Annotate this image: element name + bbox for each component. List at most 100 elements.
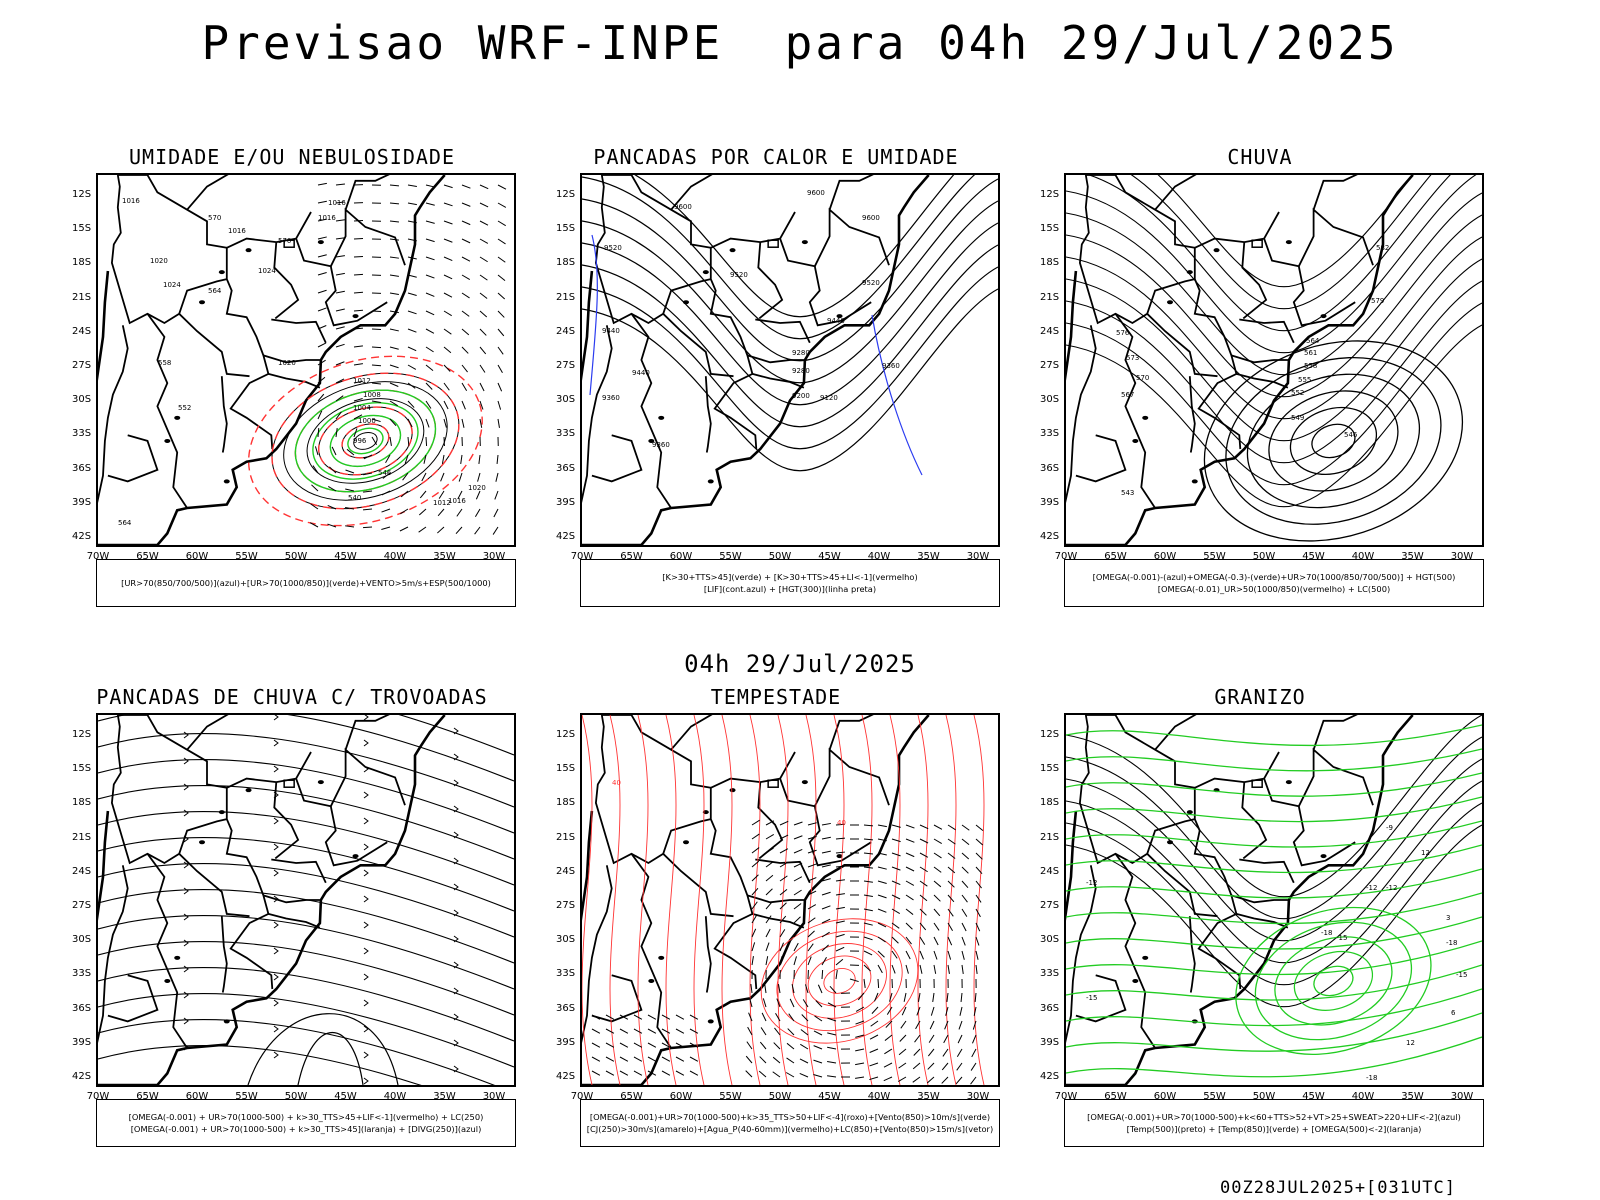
contour-label: 558	[158, 359, 171, 367]
wind-vector	[371, 382, 381, 385]
border-line	[98, 865, 129, 1044]
legend-box: [OMEGA(-0.001) + UR>70(1000-500) + k>30_…	[96, 1099, 516, 1147]
wind-vector	[619, 1014, 629, 1020]
wind-vector	[821, 891, 831, 896]
wind-vector	[779, 875, 788, 882]
wind-vector	[363, 472, 373, 476]
lat-tick-label: 30S	[1040, 394, 1060, 406]
wind-vector	[947, 852, 956, 859]
wind-vector	[829, 985, 837, 994]
wind-vector	[961, 894, 968, 903]
legend-box: [K>30+TTS>45](verde) + [K>30+TTS>45+LI<-…	[580, 559, 1000, 607]
wind-vector	[975, 838, 984, 846]
contour-line	[1268, 390, 1399, 492]
wind-vector	[821, 864, 831, 868]
wind-vector	[317, 289, 327, 294]
lat-tick-label: 30S	[1040, 934, 1060, 946]
lake-mark	[1167, 300, 1173, 305]
lat-tick-label: 18S	[556, 257, 576, 269]
map-canvas	[98, 715, 514, 1085]
border-line	[344, 175, 390, 210]
border-line	[591, 434, 643, 483]
contour-label: 549	[1291, 414, 1304, 422]
contour-line	[1066, 715, 1482, 898]
flow-arrow	[273, 973, 279, 981]
contour-label: 555	[1298, 376, 1311, 384]
wind-vector	[957, 1034, 963, 1044]
wind-vector	[765, 928, 771, 938]
wind-vector	[919, 866, 928, 873]
flow-arrow	[363, 947, 369, 955]
wind-vector	[805, 984, 809, 994]
coastline	[582, 175, 930, 545]
lake-mark	[1191, 479, 1198, 484]
lat-tick-label: 18S	[1040, 797, 1060, 809]
wind-vector	[891, 852, 901, 857]
wind-vector	[905, 922, 913, 930]
wind-vector	[751, 819, 760, 826]
lon-tick-label: 55W	[1203, 551, 1226, 562]
lake-mark	[707, 1019, 714, 1024]
contour-line	[1066, 988, 1482, 1027]
lon-tick-label: 50W	[768, 551, 792, 562]
wind-vector	[389, 346, 399, 350]
wind-vector	[317, 427, 320, 438]
lat-tick-label: 24S	[72, 325, 92, 337]
lon-tick-label: 60W	[1153, 551, 1177, 562]
wind-vector	[898, 1062, 907, 1069]
contour-line	[312, 402, 419, 480]
streamline	[98, 784, 514, 860]
contour-line	[1066, 1036, 1482, 1078]
wind-vector	[821, 956, 827, 966]
wind-vector	[779, 929, 786, 938]
wind-vector	[972, 1034, 977, 1044]
lake-mark	[836, 854, 843, 859]
contour-line	[749, 715, 761, 1085]
contour-label: 9200	[792, 392, 810, 400]
wind-vector	[793, 916, 801, 924]
contour-label: 570	[1136, 374, 1149, 382]
wind-vector	[317, 307, 327, 312]
wind-vector	[619, 1028, 629, 1034]
wind-vector	[863, 922, 873, 926]
lon-tick-label: 30W	[1450, 551, 1474, 562]
wind-vector	[793, 835, 803, 840]
flow-arrow	[363, 921, 369, 929]
lon-tick-label: 55W	[235, 551, 258, 562]
map-frame: 582 579 576 573 570 567 564 561 558 555 552 549 546 5…	[1064, 173, 1484, 547]
wind-vector	[353, 309, 364, 312]
wind-vector	[877, 824, 887, 828]
contour-line	[917, 715, 929, 1085]
wind-vector	[947, 824, 956, 831]
lon-tick-label: 50W	[1252, 1091, 1276, 1102]
wind-vector	[884, 1048, 893, 1055]
contour-label: 1016	[448, 497, 466, 505]
contour-line	[582, 266, 998, 450]
wind-vector	[835, 823, 846, 826]
border-line	[1075, 434, 1127, 483]
contour-line	[247, 355, 483, 527]
flow-arrow	[183, 1043, 189, 1051]
contour-line	[1066, 916, 1482, 950]
wind-vector	[793, 862, 803, 868]
wind-vector	[807, 956, 812, 966]
wind-vector	[883, 1062, 893, 1068]
federal-district	[283, 239, 295, 248]
wind-vector	[443, 292, 453, 298]
border-line	[828, 715, 874, 750]
lon-tick-label: 40W	[867, 551, 891, 562]
border-line	[757, 242, 784, 320]
wind-vector	[492, 526, 499, 535]
wind-vector	[933, 894, 941, 902]
wind-vector	[891, 936, 899, 944]
wind-vector	[975, 922, 981, 932]
lat-tick-label: 15S	[1040, 763, 1060, 775]
wind-vector	[827, 1002, 837, 1008]
contour-label: -15	[1086, 994, 1097, 1002]
wind-vector	[605, 1070, 615, 1076]
lat-tick-label: 42S	[556, 1071, 576, 1082]
flow-arrow	[453, 753, 459, 761]
wind-vector	[345, 469, 355, 474]
run-timestamp: 00Z28JUL2025+[031UTC]	[1220, 1178, 1456, 1198]
wind-vector	[335, 395, 344, 402]
